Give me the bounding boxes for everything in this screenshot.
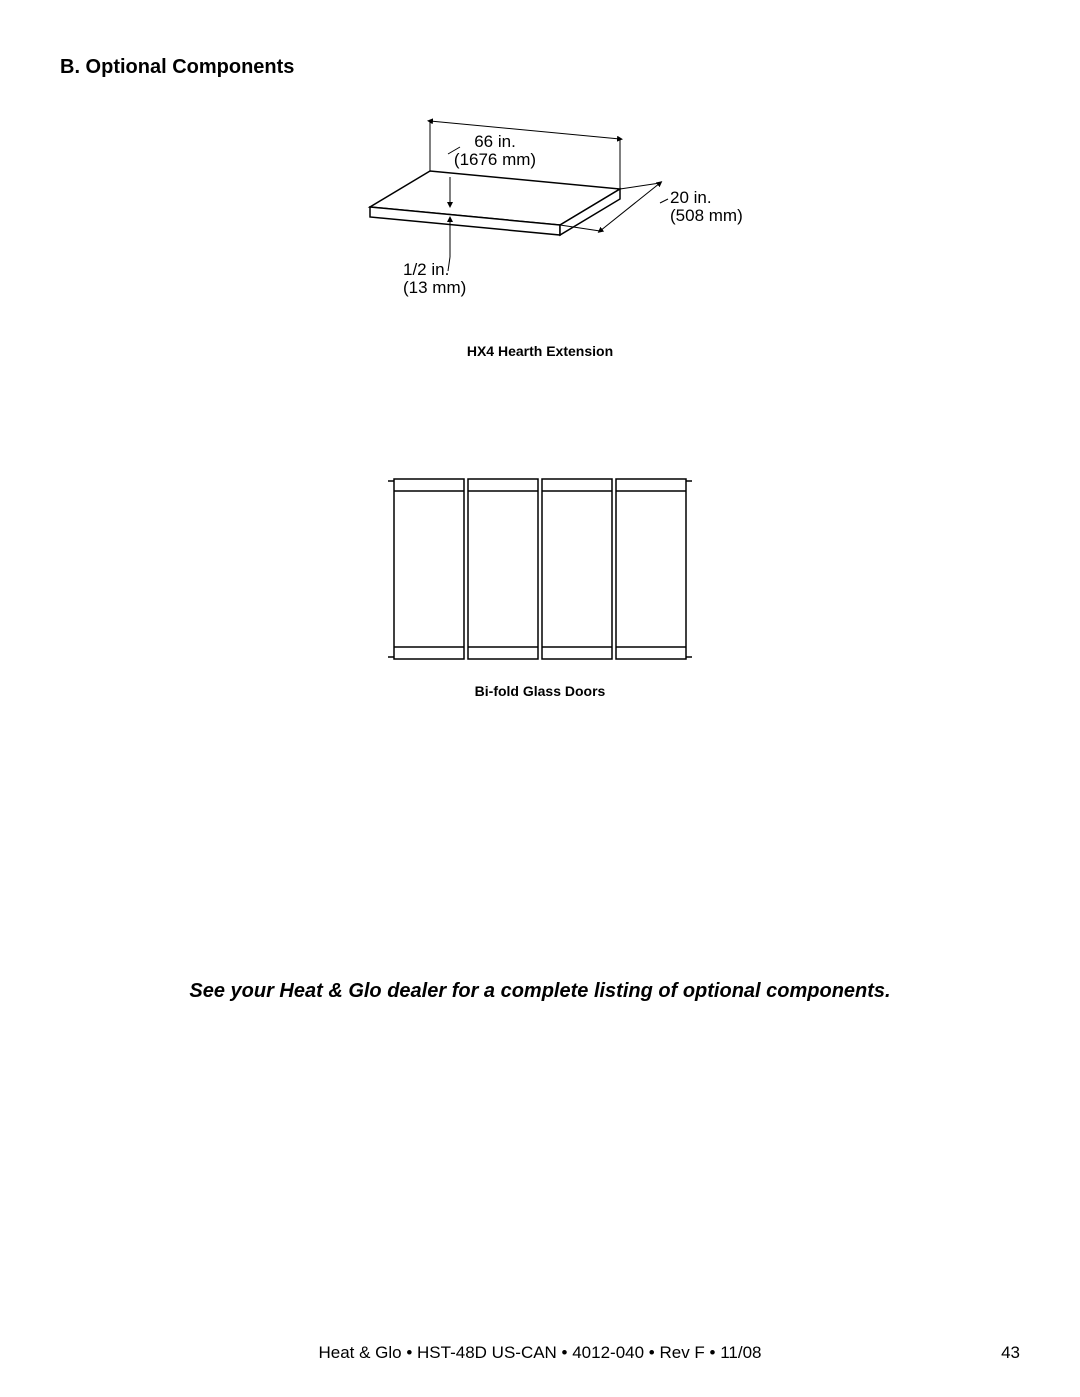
section-title: B. Optional Components [60,56,1020,79]
footer-text: Heat & Glo • HST-48D US-CAN • 4012-040 •… [0,1343,1080,1363]
dealer-note: See your Heat & Glo dealer for a complet… [0,980,1080,1003]
hearth-figure: 66 in.(1676 mm) 20 in.(508 mm) 1/2 in.(13 … [60,109,1020,359]
svg-text:20 in.: 20 in. [670,188,712,207]
doors-figure: Bi-fold Glass Doors [60,469,1020,699]
doors-diagram-svg [378,469,702,669]
svg-text:(13 mm): (13 mm) [403,278,466,297]
hearth-diagram-svg: 66 in.(1676 mm) 20 in.(508 mm) 1/2 in.(13 … [330,109,750,329]
svg-text:1/2 in.: 1/2 in. [403,260,449,279]
hearth-caption: HX4 Hearth Extension [467,343,613,359]
svg-text:66 in.: 66 in. [474,132,516,151]
document-page: B. Optional Components 66 in.(1676 mm) 20… [0,0,1080,1397]
page-number: 43 [1001,1343,1020,1363]
doors-caption: Bi-fold Glass Doors [475,683,606,699]
svg-text:(508 mm): (508 mm) [670,206,743,225]
svg-text:(1676 mm): (1676 mm) [454,150,536,169]
